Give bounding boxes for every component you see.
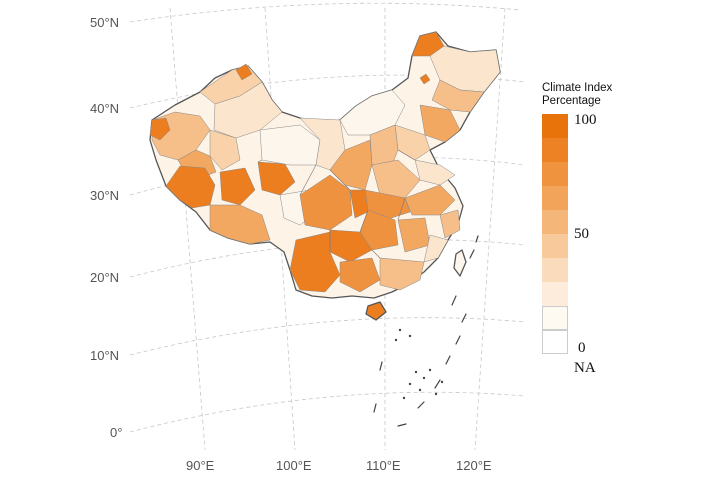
region-hubei — [364, 189, 411, 221]
lat-label-10: 10°N — [90, 348, 119, 363]
latitude-labels: 50°N 40°N 30°N 20°N 10°N 0° — [90, 15, 122, 440]
region-xinjiang-east — [213, 81, 283, 139]
region-zhejiang — [439, 209, 461, 239]
region-heilongjiang-north — [411, 31, 445, 57]
legend-label-max: 100 — [574, 112, 597, 128]
lon-label-110: 110°E — [366, 458, 401, 473]
region-tibet-center — [257, 161, 296, 196]
region-inner-mongolia — [339, 89, 406, 136]
region-kashgar — [149, 117, 171, 141]
lat-label-30: 30°N — [90, 188, 119, 203]
legend-swatch — [542, 138, 568, 162]
lon-line-90 — [169, 7, 206, 451]
lon-label-100: 100°E — [276, 458, 312, 473]
region-shandong — [414, 159, 456, 186]
legend-swatch — [542, 114, 568, 138]
region-sichuan — [299, 174, 353, 231]
legend-swatch — [542, 282, 568, 306]
legend-swatch — [542, 186, 568, 210]
legend-title: Climate Index Percentage — [542, 82, 612, 108]
legend-swatch — [542, 162, 568, 186]
region-tibet-mid — [219, 167, 256, 206]
lon-label-90: 90°E — [186, 458, 215, 473]
region-tibet-west — [165, 165, 216, 209]
lat-line-30 — [129, 156, 526, 196]
lat-label-0: 0° — [110, 425, 122, 440]
legend-swatch-na — [542, 330, 568, 354]
legend-label-na: NA — [574, 360, 596, 376]
lon-line-100 — [264, 7, 296, 451]
region-guangxi — [339, 257, 381, 293]
region-jilin — [431, 79, 485, 113]
lat-label-20: 20°N — [90, 270, 119, 285]
legend-swatch — [542, 234, 568, 258]
legend-title-line1: Climate Index — [542, 82, 613, 94]
legend-label-mid: 50 — [574, 226, 589, 242]
legend-title-line2: Percentage — [542, 95, 601, 107]
region-guangdong — [379, 257, 425, 291]
region-anhui-jiangsu — [404, 184, 456, 216]
lat-line-50 — [129, 2, 521, 23]
region-fujian — [423, 234, 449, 263]
region-hulunbuir-spot — [419, 73, 431, 85]
province-borders — [257, 149, 416, 259]
legend-label-min: 0 — [578, 340, 586, 356]
legend-swatch — [542, 210, 568, 234]
region-liaoning — [419, 104, 461, 143]
lat-label-40: 40°N — [90, 101, 119, 116]
legend-swatch — [542, 306, 568, 330]
region-tibet-south — [209, 204, 271, 245]
legend-swatch — [542, 258, 568, 282]
lat-line-10 — [129, 317, 526, 356]
lon-line-120 — [474, 7, 506, 451]
lat-line-0 — [129, 391, 526, 433]
china-map — [149, 31, 501, 427]
lat-line-20 — [129, 239, 526, 278]
lat-label-50: 50°N — [90, 15, 119, 30]
longitude-labels: 90°E 100°E 110°E 120°E — [186, 458, 492, 473]
south-china-sea-islands — [373, 235, 479, 427]
lon-label-120: 120°E — [456, 458, 492, 473]
region-altay-peak — [235, 63, 253, 81]
region-henan — [371, 159, 421, 199]
region-hainan — [365, 301, 387, 321]
region-taiwan — [453, 249, 467, 277]
region-xinjiang-center — [209, 129, 241, 171]
